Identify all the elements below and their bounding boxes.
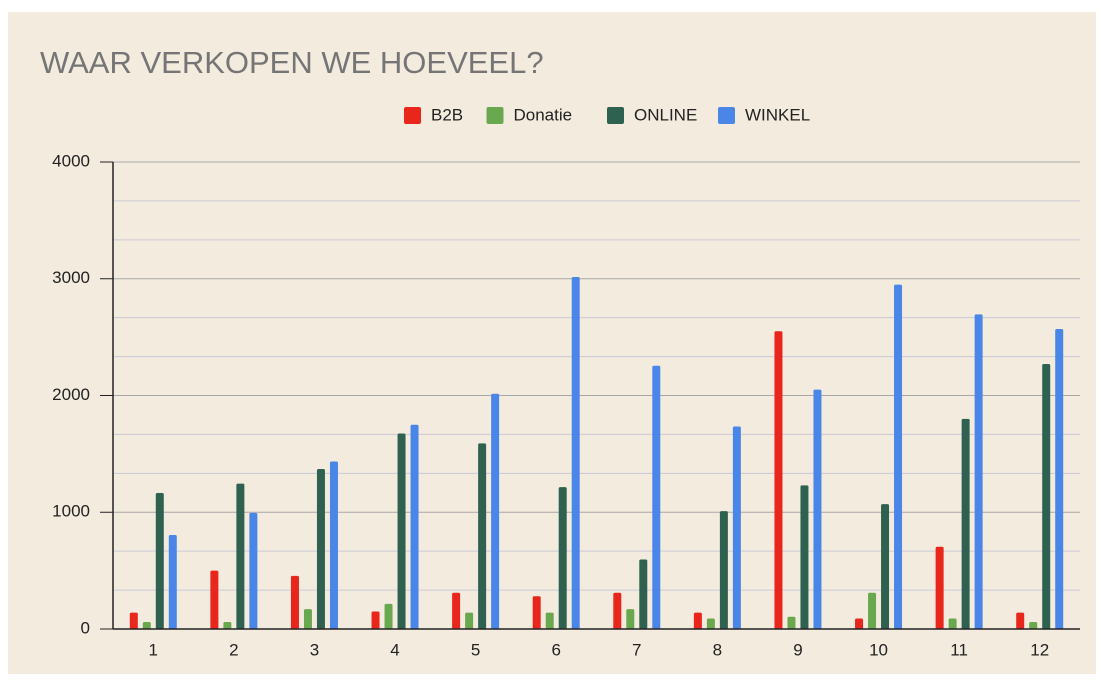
bar — [532, 596, 541, 629]
bar — [948, 618, 957, 629]
legend-label: Donatie — [514, 105, 573, 124]
x-tick-label: 2 — [229, 640, 238, 659]
legend-label: ONLINE — [634, 105, 697, 124]
bar — [800, 485, 809, 629]
bar — [329, 461, 338, 629]
bar — [223, 621, 232, 629]
y-tick-label: 1000 — [52, 502, 90, 521]
bar — [1016, 612, 1025, 629]
bar — [626, 609, 635, 629]
bar — [935, 546, 944, 629]
bar — [397, 433, 406, 629]
bar — [571, 276, 580, 629]
bar — [881, 504, 890, 629]
bar — [706, 618, 715, 629]
bar — [652, 365, 661, 629]
x-tick-label: 1 — [149, 640, 158, 659]
x-tick-label: 7 — [632, 640, 641, 659]
bar — [558, 487, 567, 629]
x-tick-label: 4 — [390, 640, 399, 659]
bar — [961, 418, 970, 629]
bar — [813, 389, 822, 629]
legend-swatch — [486, 107, 504, 124]
bar — [371, 611, 380, 629]
bar — [855, 618, 864, 629]
bar — [774, 331, 783, 629]
bar — [452, 592, 461, 629]
bar — [1055, 328, 1064, 629]
legend-swatch — [607, 107, 624, 124]
legend-swatch — [404, 107, 421, 124]
bar — [129, 612, 138, 629]
legend-swatch — [718, 107, 735, 124]
bar — [236, 483, 245, 629]
bar — [249, 512, 258, 629]
bar — [155, 492, 164, 629]
bar — [732, 426, 741, 629]
bar — [894, 284, 903, 629]
x-tick-label: 12 — [1030, 640, 1049, 659]
bar — [545, 612, 554, 629]
bar — [410, 424, 419, 629]
chart-background — [8, 12, 1096, 674]
x-tick-label: 11 — [950, 640, 968, 659]
bar — [210, 570, 219, 629]
legend-label: WINKEL — [745, 105, 810, 124]
bar — [693, 612, 702, 629]
bar — [142, 621, 151, 629]
bar — [478, 443, 487, 629]
bar — [290, 575, 299, 629]
x-tick-label: 8 — [713, 640, 722, 659]
bar — [868, 592, 877, 629]
bar — [1042, 363, 1051, 629]
bar — [639, 559, 648, 629]
y-tick-label: 2000 — [52, 385, 90, 404]
bar — [1029, 621, 1038, 629]
x-tick-label: 9 — [793, 640, 802, 659]
bar — [168, 535, 177, 629]
legend-label: B2B — [431, 105, 463, 124]
x-tick-label: 3 — [310, 640, 319, 659]
bar — [303, 609, 312, 629]
bar — [316, 469, 325, 629]
bar — [719, 511, 728, 629]
y-tick-label: 3000 — [52, 268, 90, 287]
x-tick-label: 6 — [551, 640, 560, 659]
x-tick-label: 10 — [869, 640, 888, 659]
y-tick-label: 0 — [81, 618, 90, 637]
x-tick-label: 5 — [471, 640, 480, 659]
bar — [384, 603, 393, 629]
y-tick-label: 4000 — [52, 151, 90, 170]
chart-title: WAAR VERKOPEN WE HOEVEEL? — [40, 45, 544, 80]
bar — [491, 393, 500, 629]
bar — [974, 314, 983, 629]
bar — [613, 592, 622, 629]
bar — [465, 612, 474, 629]
bar — [787, 616, 796, 629]
